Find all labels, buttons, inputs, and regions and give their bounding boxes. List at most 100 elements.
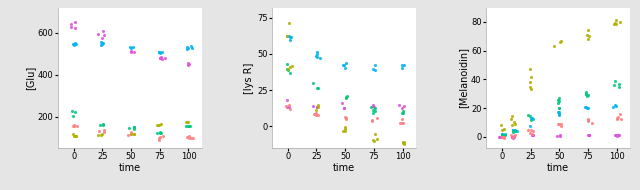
Point xyxy=(508,130,518,133)
Point xyxy=(499,135,509,139)
Point xyxy=(583,119,593,122)
Point xyxy=(68,133,78,136)
Point xyxy=(154,51,164,54)
Point xyxy=(187,47,197,50)
Point xyxy=(129,133,140,136)
Point xyxy=(554,113,564,116)
Point xyxy=(497,135,507,139)
Point xyxy=(72,125,83,128)
Point xyxy=(525,68,536,71)
Point xyxy=(499,127,509,130)
Point xyxy=(285,72,296,75)
Point xyxy=(616,118,626,121)
Point xyxy=(340,129,350,132)
Point xyxy=(610,104,620,107)
Point xyxy=(312,106,322,109)
Point xyxy=(612,117,622,120)
Point xyxy=(509,135,519,138)
Point xyxy=(97,122,108,125)
Point xyxy=(554,112,564,116)
Point xyxy=(370,107,380,110)
Point xyxy=(506,118,516,121)
Point xyxy=(527,133,537,136)
Point xyxy=(584,35,594,38)
Point xyxy=(284,38,294,41)
Point xyxy=(313,103,323,106)
Point xyxy=(582,118,593,121)
Point xyxy=(368,103,378,106)
Point xyxy=(580,105,591,108)
Point xyxy=(154,138,164,141)
Point xyxy=(582,120,593,123)
Point xyxy=(397,112,408,115)
Point xyxy=(125,50,136,53)
Point xyxy=(186,137,196,140)
Point xyxy=(397,63,407,66)
Point xyxy=(394,103,404,106)
Point xyxy=(368,112,378,115)
Point xyxy=(284,21,294,24)
Point xyxy=(68,114,78,117)
Point xyxy=(183,120,193,124)
Point xyxy=(94,130,104,133)
Point xyxy=(69,42,79,45)
Point xyxy=(125,45,136,48)
Point xyxy=(528,129,538,132)
Point xyxy=(497,132,507,135)
Point xyxy=(614,112,625,116)
Point xyxy=(367,120,377,123)
Point xyxy=(508,135,518,138)
Point xyxy=(281,105,291,108)
Point xyxy=(284,104,294,107)
Point xyxy=(397,122,408,125)
Point xyxy=(156,131,166,134)
Point xyxy=(95,124,105,127)
Point xyxy=(611,22,621,25)
X-axis label: time: time xyxy=(547,163,569,173)
Point xyxy=(155,57,165,60)
Point xyxy=(309,112,319,116)
Point xyxy=(582,93,593,96)
Point xyxy=(610,134,620,137)
Point xyxy=(582,107,592,110)
Point xyxy=(311,112,321,115)
Point xyxy=(556,123,566,126)
Point xyxy=(70,135,81,138)
Point xyxy=(510,128,520,131)
Point xyxy=(152,132,162,135)
Point xyxy=(310,113,321,116)
Point xyxy=(98,124,108,127)
Point xyxy=(68,42,78,45)
Point xyxy=(129,126,140,129)
Point xyxy=(554,41,564,44)
Point xyxy=(96,133,106,136)
Point xyxy=(584,133,594,136)
Point xyxy=(509,135,520,138)
Point xyxy=(369,106,379,109)
Y-axis label: [Melanoidin]: [Melanoidin] xyxy=(458,47,468,108)
Point xyxy=(528,117,538,120)
Point xyxy=(495,135,505,138)
Point xyxy=(342,94,352,97)
Point xyxy=(70,135,80,138)
Point xyxy=(399,63,409,66)
Point xyxy=(129,132,139,135)
Point xyxy=(99,33,109,36)
Point xyxy=(366,105,376,108)
Point xyxy=(611,22,621,25)
Point xyxy=(370,133,380,136)
Point xyxy=(287,64,297,67)
Point xyxy=(527,134,537,137)
Point xyxy=(554,106,564,109)
Point xyxy=(552,111,563,114)
Point xyxy=(497,133,507,136)
Point xyxy=(523,114,533,117)
Point xyxy=(580,105,590,108)
Point xyxy=(70,111,80,114)
Point xyxy=(67,25,77,28)
Point xyxy=(282,67,292,70)
Point xyxy=(510,130,520,133)
Point xyxy=(525,80,535,83)
Point xyxy=(370,63,380,66)
Point xyxy=(68,124,79,127)
